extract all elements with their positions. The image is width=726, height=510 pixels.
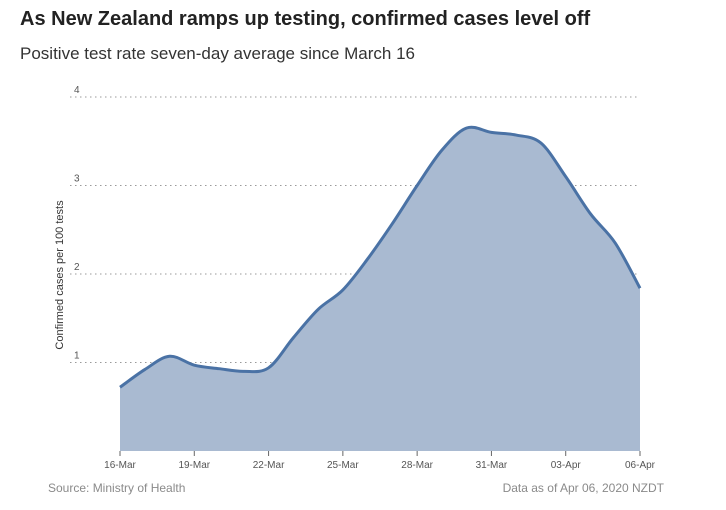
area-chart: 1 2 3 4 16-Mar 19-Mar 22-Mar 25-Mar 28-Mar 31-Ma… [54, 85, 656, 471]
y-tick-label: 4 [74, 85, 80, 96]
x-tick-label: 03-Apr [551, 460, 582, 471]
data-date-note: Data as of Apr 06, 2020 NZDT [502, 481, 664, 495]
y-axis-label: Confirmed cases per 100 tests [54, 200, 66, 350]
chart-title: As New Zealand ramps up testing, confirm… [20, 8, 591, 30]
x-tick-label: 25-Mar [327, 460, 359, 471]
chart-subtitle: Positive test rate seven-day average sin… [20, 44, 415, 63]
y-tick-label: 2 [74, 262, 80, 273]
x-tick-label: 22-Mar [253, 460, 285, 471]
y-tick-label: 1 [74, 351, 80, 362]
area-fill [120, 127, 640, 451]
x-tick-label: 06-Apr [625, 460, 656, 471]
source-note: Source: Ministry of Health [48, 481, 186, 495]
x-tick-label: 28-Mar [401, 460, 433, 471]
x-tick-label: 19-Mar [178, 460, 210, 471]
y-tick-label: 3 [74, 174, 80, 185]
x-tick-label: 31-Mar [476, 460, 508, 471]
x-tick-label: 16-Mar [104, 460, 136, 471]
series-line [119, 125, 642, 389]
